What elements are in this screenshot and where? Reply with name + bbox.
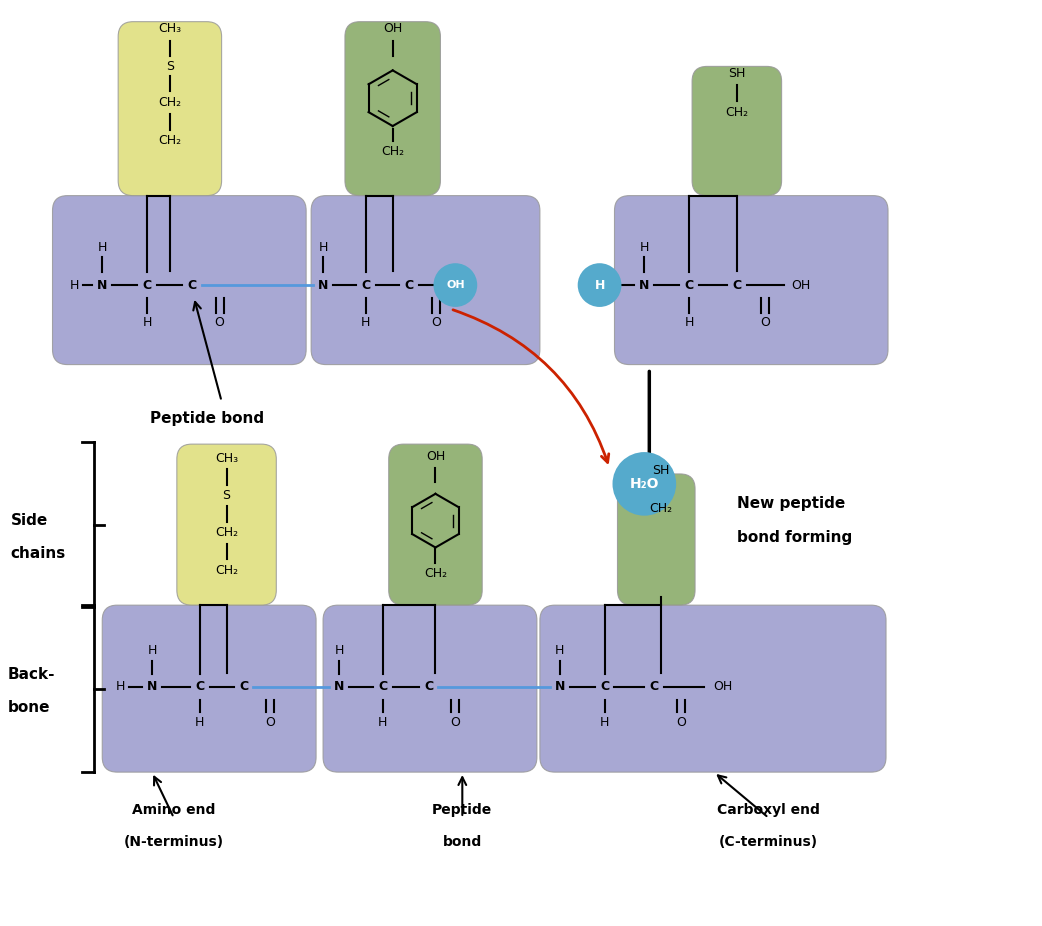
Text: H: H [555, 644, 565, 657]
Text: New peptide: New peptide [737, 496, 845, 511]
Text: CH₂: CH₂ [424, 567, 447, 580]
Text: CH₂: CH₂ [215, 564, 239, 577]
FancyBboxPatch shape [389, 444, 482, 606]
Text: C: C [188, 279, 196, 292]
Text: H: H [334, 644, 344, 657]
Text: H: H [362, 317, 371, 330]
FancyBboxPatch shape [312, 195, 540, 365]
Text: O: O [266, 716, 275, 729]
Text: Amino end: Amino end [132, 803, 216, 817]
Text: C: C [362, 279, 370, 292]
Text: C: C [424, 681, 433, 694]
Text: H: H [147, 644, 156, 657]
Text: C: C [195, 681, 204, 694]
Text: O: O [760, 317, 770, 330]
Text: S: S [166, 60, 174, 73]
Text: H: H [600, 716, 610, 729]
FancyBboxPatch shape [177, 444, 276, 606]
Text: CH₃: CH₃ [158, 22, 181, 35]
FancyBboxPatch shape [615, 195, 888, 365]
Text: H: H [319, 241, 328, 254]
Text: OH: OH [383, 22, 402, 35]
Text: H: H [640, 241, 649, 254]
Text: H: H [116, 681, 125, 694]
Text: H: H [594, 279, 604, 292]
Text: H: H [98, 241, 107, 254]
FancyBboxPatch shape [118, 21, 222, 195]
Text: CH₂: CH₂ [215, 526, 239, 539]
Text: OH: OH [714, 681, 733, 694]
Text: S: S [223, 489, 230, 502]
Circle shape [433, 263, 477, 307]
Text: Peptide: Peptide [432, 803, 493, 817]
Text: Peptide bond: Peptide bond [150, 411, 264, 426]
Text: OH: OH [446, 280, 465, 290]
Text: H: H [378, 716, 388, 729]
Text: N: N [318, 279, 328, 292]
Text: H: H [70, 279, 79, 292]
Text: C: C [404, 279, 414, 292]
Text: H: H [143, 317, 152, 330]
Text: O: O [215, 317, 225, 330]
Text: C: C [650, 681, 659, 694]
Text: C: C [600, 681, 610, 694]
FancyBboxPatch shape [540, 606, 886, 772]
Text: O: O [431, 317, 442, 330]
FancyBboxPatch shape [52, 195, 306, 365]
Text: C: C [685, 279, 694, 292]
Text: bone: bone [7, 700, 50, 715]
Text: N: N [333, 681, 344, 694]
Text: chains: chains [10, 546, 66, 561]
Text: (C-terminus): (C-terminus) [719, 834, 818, 849]
Text: O: O [450, 716, 461, 729]
Text: SH: SH [728, 67, 745, 80]
Text: C: C [239, 681, 248, 694]
Text: CH₃: CH₃ [215, 452, 239, 465]
FancyBboxPatch shape [618, 474, 695, 606]
FancyBboxPatch shape [102, 606, 316, 772]
Text: C: C [378, 681, 388, 694]
Text: CH₂: CH₂ [649, 502, 673, 515]
FancyBboxPatch shape [692, 67, 782, 195]
Text: Side: Side [10, 513, 48, 528]
Text: N: N [554, 681, 565, 694]
Text: N: N [97, 279, 107, 292]
Text: H₂O: H₂O [629, 477, 660, 491]
FancyBboxPatch shape [345, 21, 441, 195]
Text: O: O [676, 716, 686, 729]
Text: OH: OH [791, 279, 810, 292]
Text: CH₂: CH₂ [725, 106, 748, 119]
Text: OH: OH [426, 449, 445, 463]
Text: Carboxyl end: Carboxyl end [717, 803, 820, 817]
Text: N: N [639, 279, 649, 292]
Text: SH: SH [652, 465, 670, 478]
Text: Back-: Back- [7, 668, 55, 682]
Text: bond: bond [443, 834, 482, 849]
Text: C: C [733, 279, 742, 292]
FancyBboxPatch shape [323, 606, 537, 772]
Text: C: C [143, 279, 151, 292]
Text: N: N [147, 681, 157, 694]
Text: bond forming: bond forming [737, 530, 852, 545]
Text: CH₂: CH₂ [158, 134, 181, 147]
Text: CH₂: CH₂ [381, 145, 404, 158]
Text: CH₂: CH₂ [158, 95, 181, 108]
Text: H: H [195, 716, 204, 729]
Text: H: H [685, 317, 694, 330]
Circle shape [613, 452, 676, 516]
Text: (N-terminus): (N-terminus) [124, 834, 224, 849]
Circle shape [577, 263, 621, 307]
